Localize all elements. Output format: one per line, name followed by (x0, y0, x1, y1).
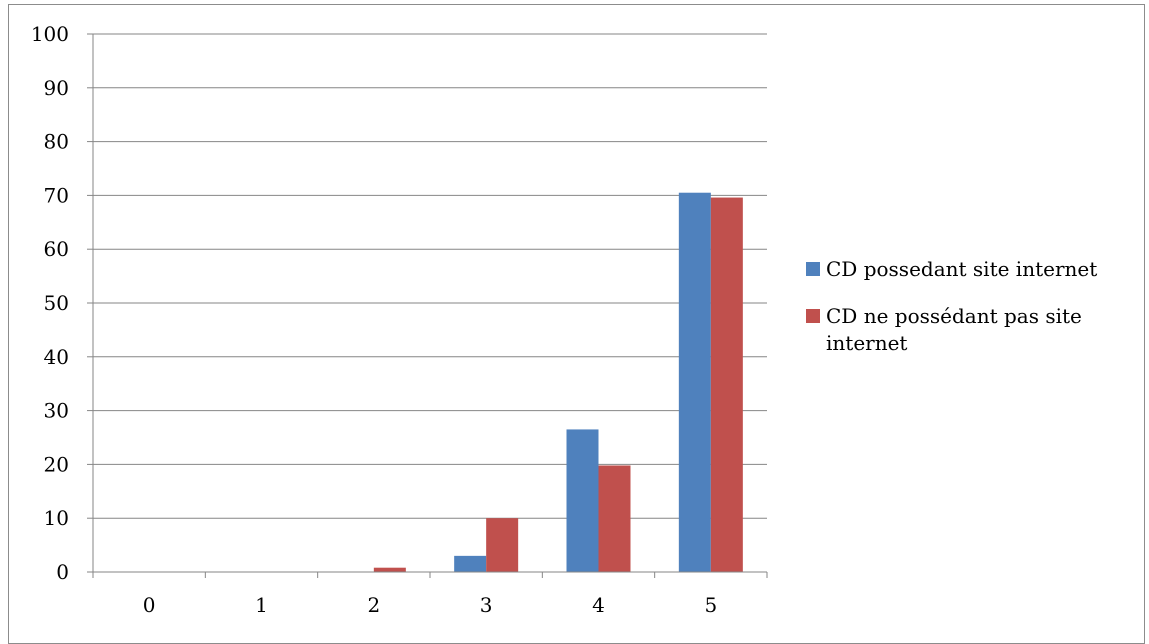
bar-series-2-cat-3 (486, 518, 519, 572)
bar-series-2-cat-4 (598, 465, 631, 572)
bars (373, 192, 743, 572)
y-tick-label-70: 70 (44, 183, 69, 207)
x-tick-labels: 0 1 2 3 4 5 (143, 593, 717, 617)
bar-series-2-cat-5 (710, 197, 743, 572)
bar-series-1-cat-5 (678, 192, 711, 572)
y-tick-label-50: 50 (44, 291, 69, 315)
bar-series-1-cat-3 (454, 555, 487, 572)
x-tick-label-2: 2 (367, 593, 380, 617)
bar-series-1-cat-4 (566, 429, 599, 572)
y-tick-label-90: 90 (44, 76, 69, 100)
gridlines (93, 33, 767, 519)
x-tick-label-0: 0 (143, 593, 156, 617)
x-tick-label-4: 4 (592, 593, 605, 617)
y-tick-label-80: 80 (44, 130, 69, 154)
legend: CD possedant site internet CD ne posséda… (806, 256, 1136, 377)
legend-swatch-red (806, 309, 820, 323)
legend-label-series-2: CD ne possédant pas site internet (826, 304, 1082, 355)
y-tick-label-60: 60 (44, 237, 69, 261)
y-tick-label-30: 30 (44, 399, 69, 423)
legend-item-series-1: CD possedant site internet (806, 256, 1136, 283)
legend-label-series-1: CD possedant site internet (826, 257, 1098, 281)
x-tick-label-5: 5 (704, 593, 717, 617)
y-tick-label-20: 20 (44, 452, 69, 476)
y-tick-label-100: 100 (31, 22, 69, 46)
legend-item-series-2: CD ne possédant pas site internet (806, 303, 1136, 357)
y-tick-labels: 0 10 20 30 40 50 60 70 80 90 100 (31, 22, 69, 584)
y-tick-label-10: 10 (44, 506, 69, 530)
axes (87, 33, 768, 578)
legend-swatch-blue (806, 262, 820, 276)
y-tick-label-40: 40 (44, 345, 69, 369)
x-tick-label-1: 1 (255, 593, 268, 617)
y-tick-label-0: 0 (56, 560, 69, 584)
x-tick-label-3: 3 (480, 593, 493, 617)
bar-series-2-cat-2 (373, 567, 406, 572)
